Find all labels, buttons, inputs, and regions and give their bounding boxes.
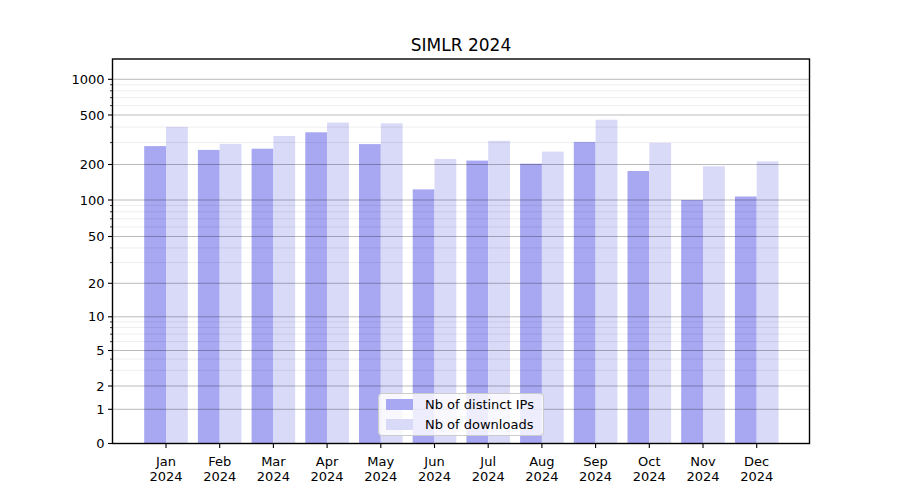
bar-ips-sep xyxy=(574,142,596,444)
x-tick-label-month: Feb xyxy=(208,454,231,469)
bar-downloads-sep xyxy=(596,120,618,444)
x-tick-label-year: 2024 xyxy=(633,469,666,484)
x-tick-label-year: 2024 xyxy=(579,469,612,484)
x-tick-label-year: 2024 xyxy=(525,469,558,484)
x-tick-label-month: Dec xyxy=(744,454,769,469)
x-tick-label-month: Apr xyxy=(316,454,339,469)
y-tick-label: 2 xyxy=(96,379,104,394)
x-tick-label-month: Sep xyxy=(583,454,608,469)
x-tick-label-year: 2024 xyxy=(364,469,397,484)
bar-downloads-feb xyxy=(220,144,242,444)
bar-downloads-aug xyxy=(542,152,564,444)
legend-label-distinct-ips: Nb of distinct IPs xyxy=(425,397,534,412)
bar-downloads-nov xyxy=(703,166,725,443)
x-tick-label-year: 2024 xyxy=(418,469,451,484)
x-tick-label-month: Nov xyxy=(690,454,716,469)
x-tick-label-year: 2024 xyxy=(686,469,719,484)
y-tick-label: 0 xyxy=(96,436,104,451)
x-tick-label-year: 2024 xyxy=(149,469,182,484)
y-axis: 0 1 2 5 10 20 50 100 200 500 1000 xyxy=(71,72,112,451)
x-tick-label-year: 2024 xyxy=(257,469,290,484)
x-tick-label-year: 2024 xyxy=(740,469,773,484)
x-tick-label-month: May xyxy=(367,454,394,469)
y-tick-label: 1000 xyxy=(71,72,104,87)
bar-downloads-dec xyxy=(757,161,779,443)
x-tick-label-year: 2024 xyxy=(311,469,344,484)
y-tick-label: 100 xyxy=(80,193,105,208)
x-axis: Jan2024Feb2024Mar2024Apr2024May2024Jun20… xyxy=(149,444,773,485)
x-tick-label-year: 2024 xyxy=(203,469,236,484)
y-tick-label: 500 xyxy=(80,108,105,123)
chart-figure: SIMLR 2024 01251020501002005001000Jan202… xyxy=(0,0,900,500)
legend: Nb of distinct IPs Nb of downloads xyxy=(378,393,544,436)
legend-swatch-distinct-ips xyxy=(386,399,413,410)
y-tick-label: 5 xyxy=(96,343,104,358)
bar-ips-jan xyxy=(144,146,166,443)
y-tick-label: 1 xyxy=(96,402,104,417)
x-tick-label-month: Jul xyxy=(479,454,496,469)
y-tick-label: 10 xyxy=(88,309,105,324)
bar-ips-feb xyxy=(198,150,220,444)
y-tick-label: 200 xyxy=(80,157,105,172)
legend-item-downloads: Nb of downloads xyxy=(386,416,543,434)
legend-swatch-downloads xyxy=(386,419,413,430)
x-tick-label-month: Oct xyxy=(638,454,660,469)
bar-downloads-mar xyxy=(273,136,295,444)
y-tick-label: 20 xyxy=(88,276,105,291)
x-tick-label-month: Mar xyxy=(261,454,286,469)
x-tick-label-month: Aug xyxy=(529,454,554,469)
bar-ips-mar xyxy=(252,149,274,444)
bar-ips-apr xyxy=(305,132,327,443)
y-tick-label: 50 xyxy=(88,229,105,244)
bar-downloads-jan xyxy=(166,127,188,444)
x-tick-label-year: 2024 xyxy=(472,469,505,484)
bar-ips-dec xyxy=(735,197,757,444)
legend-label-downloads: Nb of downloads xyxy=(425,417,533,432)
x-tick-label-month: Jan xyxy=(155,454,176,469)
legend-item-distinct-ips: Nb of distinct IPs xyxy=(386,396,543,414)
bar-downloads-oct xyxy=(649,143,671,444)
x-tick-label-month: Jun xyxy=(423,454,444,469)
